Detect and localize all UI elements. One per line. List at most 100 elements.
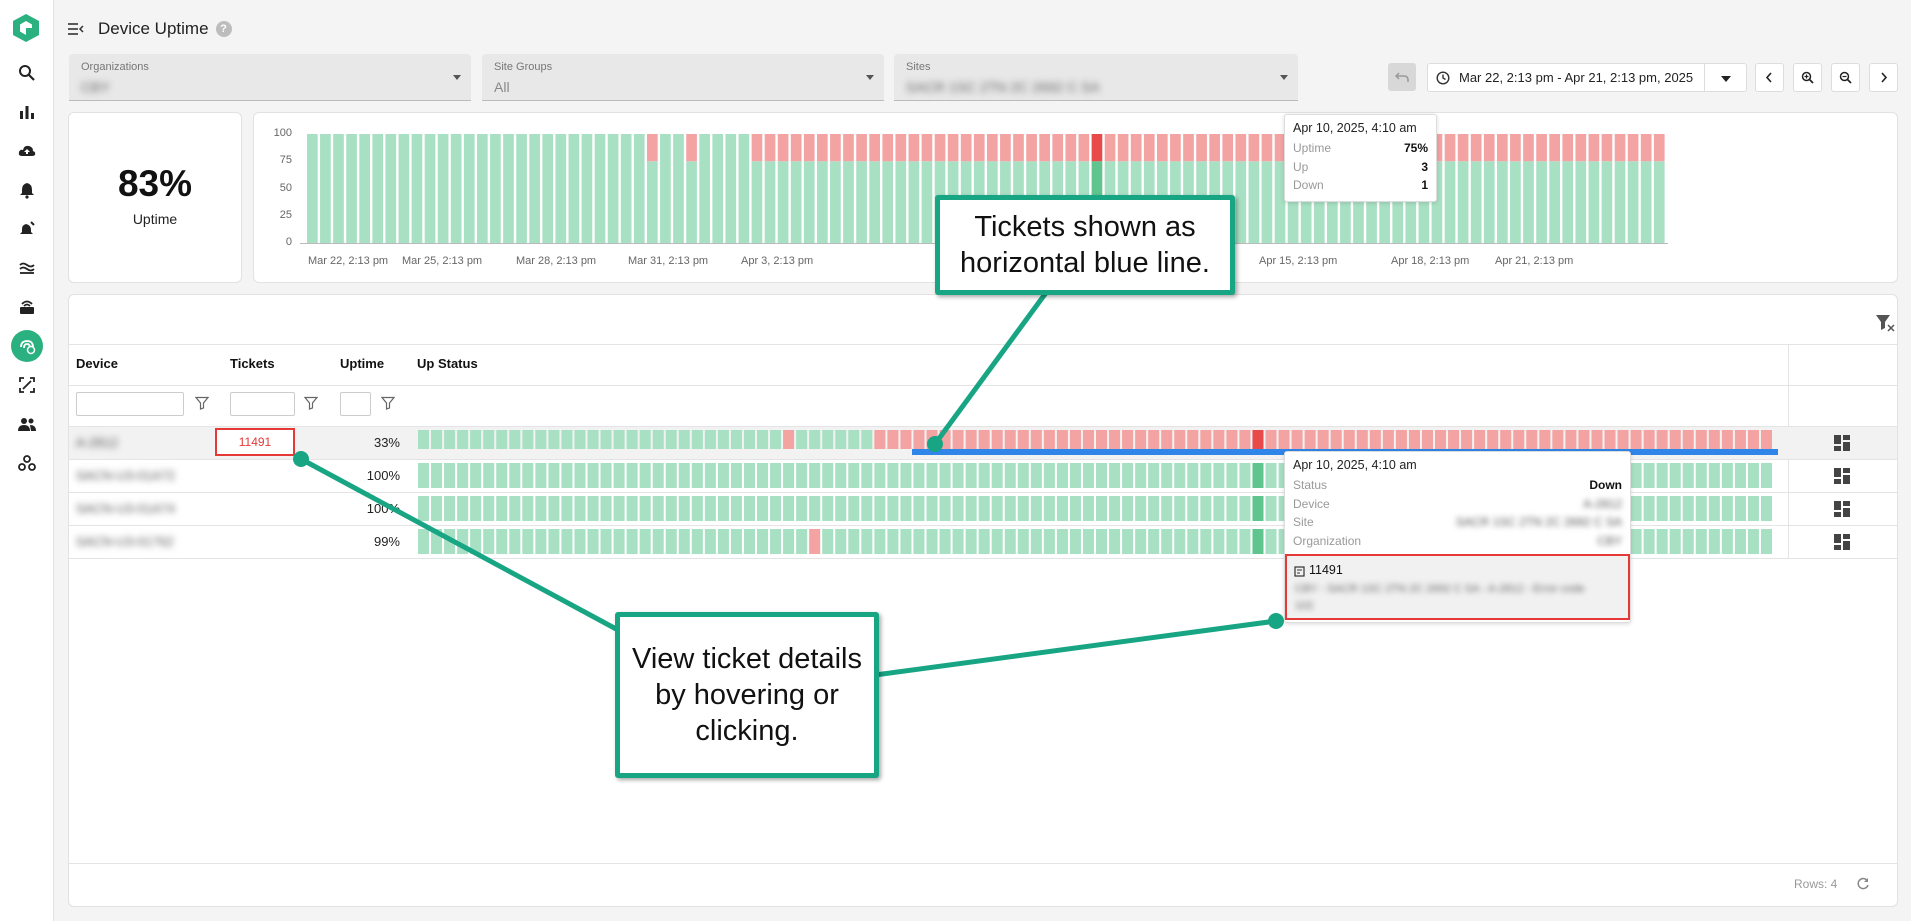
organizations-label: Organizations (81, 61, 149, 73)
date-range-text: Mar 22, 2:13 pm - Apr 21, 2:13 pm, 2025 (1459, 70, 1694, 85)
uptime-percent: 100% (366, 501, 400, 516)
uptime-percent: 33% (373, 435, 400, 450)
column-up-status[interactable]: Up Status (417, 356, 478, 371)
chevron-down-icon (866, 75, 874, 80)
column-tickets[interactable]: Tickets (230, 356, 275, 371)
device-uptime-icon[interactable] (11, 330, 43, 362)
search-icon[interactable] (11, 57, 43, 89)
tooltip-value: CBY (1597, 533, 1622, 548)
device-name[interactable]: A-2812 (76, 435, 118, 450)
refresh-icon[interactable] (1856, 877, 1870, 891)
organizations-value: CBY (81, 79, 110, 95)
app-logo[interactable] (12, 13, 40, 43)
device-filter-input[interactable] (76, 392, 184, 416)
dashboard-icon[interactable] (1834, 435, 1850, 451)
device-name[interactable]: SACN-U3-01762 (76, 534, 174, 549)
undo-button[interactable] (1388, 63, 1416, 91)
sidebar (0, 0, 54, 921)
tooltip-key: Uptime (1293, 141, 1332, 156)
sites-label: Sites (906, 61, 931, 73)
site-groups-select[interactable]: Site Groups All (482, 54, 884, 101)
sites-select[interactable]: Sites SACR 1SC 2TN 2C 2692 C SA (894, 54, 1298, 101)
clock-icon (1436, 70, 1450, 85)
chevron-down-icon[interactable] (1721, 76, 1731, 82)
chart-x-tick: Apr 15, 2:13 pm (1259, 255, 1338, 267)
tooltip-value: Down (1589, 478, 1622, 493)
ticket-detail-box[interactable]: 11491 CBY - SACR 1SC 2TN 2C 2692 C SA - … (1285, 554, 1630, 620)
ticket-icon (1294, 566, 1305, 577)
zoom-in-button[interactable] (1793, 63, 1822, 92)
uptime-filter-input[interactable] (340, 392, 371, 416)
chart-y-tick: 25 (279, 208, 292, 221)
chart-tooltip-title: Apr 10, 2025, 4:10 am (1293, 121, 1417, 135)
chart-x-tick: Apr 18, 2:13 pm (1391, 255, 1470, 267)
layers-icon[interactable] (11, 252, 43, 284)
bar-chart-icon[interactable] (11, 96, 43, 128)
zoom-in-icon (1801, 71, 1814, 84)
router-icon[interactable] (11, 291, 43, 323)
header: Device Uptime ? (68, 16, 232, 42)
filter-icon[interactable] (195, 396, 209, 410)
zoom-out-button[interactable] (1831, 63, 1860, 92)
tooltip-value: A-2812 (1583, 496, 1622, 511)
chevron-right-icon (1881, 72, 1888, 83)
ticket-description: CBY - SACR 1SC 2TN 2C 2692 C SA - A-2812… (1295, 583, 1585, 612)
chart-x-tick: Mar 22, 2:13 pm (308, 255, 389, 267)
tooltip-key: Organization (1293, 533, 1362, 548)
clear-filters-icon[interactable] (1875, 313, 1895, 333)
rows-count: Rows: 4 (1794, 877, 1838, 891)
alert-bell-icon[interactable] (11, 213, 43, 245)
uptime-value: 83% (117, 163, 193, 204)
device-name[interactable]: SACN-U3-01A72 (76, 468, 175, 483)
help-icon[interactable]: ? (215, 21, 232, 37)
menu-collapse-icon[interactable] (68, 19, 88, 39)
tooltip-value: 75% (1403, 141, 1428, 156)
users-icon[interactable] (11, 408, 43, 440)
tooltip-key: Down (1293, 178, 1324, 193)
chart-x-tick: Mar 28, 2:13 pm (516, 255, 597, 267)
column-device[interactable]: Device (76, 356, 118, 371)
tooltip-value: SACR 1SC 2TN 2C 2692 C SA (1455, 515, 1622, 530)
filter-icon[interactable] (304, 396, 318, 410)
chevron-down-icon (1280, 75, 1288, 80)
site-groups-value: All (494, 79, 510, 95)
dashboard-icon[interactable] (1834, 534, 1850, 550)
chart-x-tick: Apr 21, 2:13 pm (1495, 255, 1574, 267)
integrations-icon[interactable] (11, 447, 43, 479)
column-uptime[interactable]: Uptime (340, 356, 385, 371)
tooltip-key: Up (1293, 159, 1309, 174)
zoom-out-icon (1839, 71, 1852, 84)
organizations-select[interactable]: Organizations CBY (69, 54, 471, 101)
tickets-filter-input[interactable] (230, 392, 295, 416)
uptime-percent: 100% (366, 468, 400, 483)
row-tooltip-title: Apr 10, 2025, 4:10 am (1293, 458, 1417, 472)
chevron-down-icon (453, 75, 461, 80)
cloud-upload-icon[interactable] (11, 135, 43, 167)
dashboard-icon[interactable] (1834, 468, 1850, 484)
chart-x-tick: Mar 31, 2:13 pm (628, 255, 709, 267)
chart-x-tick: Apr 3, 2:13 pm (741, 255, 814, 267)
tooltip-value: 1 (1421, 178, 1428, 193)
chart-y-tick: 100 (273, 127, 292, 139)
site-groups-label: Site Groups (494, 61, 553, 73)
bell-icon[interactable] (11, 174, 43, 206)
chart-tooltip: Apr 10, 2025, 4:10 am Uptime 75% Up 3 Down… (1284, 114, 1437, 202)
next-range-button[interactable] (1869, 63, 1898, 92)
tooltip-key: Device (1293, 496, 1330, 511)
tooltip-key: Status (1293, 478, 1328, 493)
date-range-picker[interactable]: Mar 22, 2:13 pm - Apr 21, 2:13 pm, 2025 (1427, 63, 1747, 92)
chart-x-tick: Mar 25, 2:13 pm (402, 255, 483, 267)
uptime-summary-card: 83% Uptime (68, 112, 242, 283)
uptime-label: Uptime (132, 211, 178, 227)
previous-range-button[interactable] (1755, 63, 1784, 92)
scan-icon[interactable] (11, 369, 43, 401)
device-name[interactable]: SACN-U3-01A74 (76, 501, 175, 516)
chart-y-tick: 75 (279, 154, 292, 167)
ticket-link[interactable]: 11491 (215, 428, 295, 456)
filter-icon[interactable] (381, 396, 395, 410)
dashboard-icon[interactable] (1834, 501, 1850, 517)
chart-y-tick: 50 (279, 181, 292, 194)
ticket-id[interactable]: 11491 (1309, 563, 1343, 577)
annotation-callout-ticket-line: Tickets shown as horizontal blue line. (935, 195, 1235, 295)
page-title: Device Uptime (98, 19, 209, 38)
